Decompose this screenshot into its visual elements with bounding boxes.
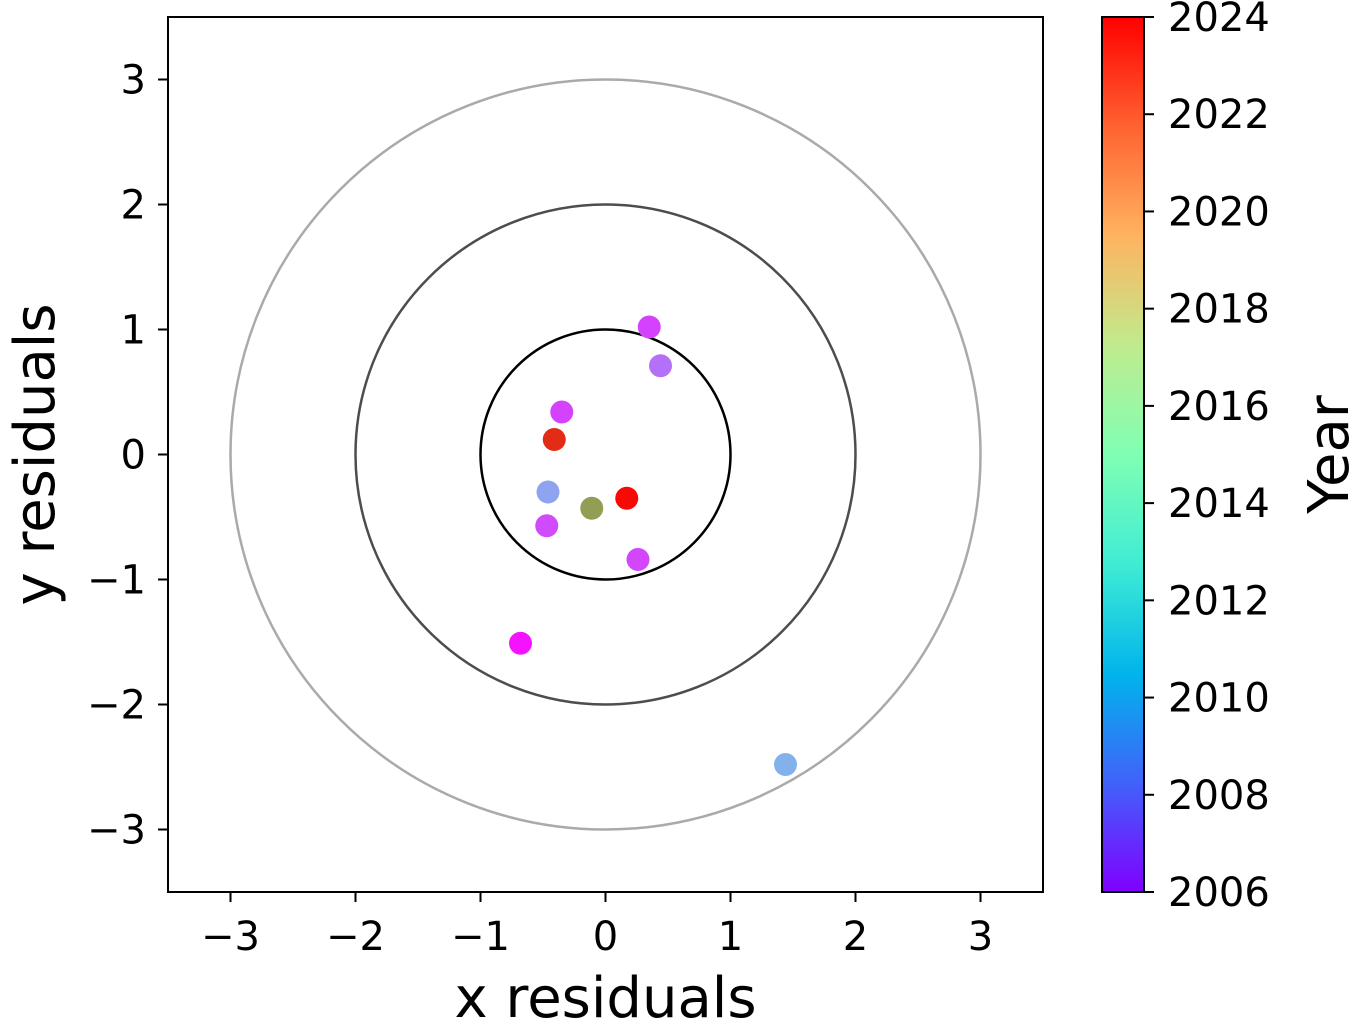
colorbar <box>1101 16 1145 893</box>
data-point-11 <box>774 753 797 776</box>
x-tick-label: 3 <box>968 914 993 960</box>
data-point-1 <box>637 315 661 339</box>
colorbar-tick-label: 2014 <box>1168 481 1270 527</box>
colorbar-ticks: 2006 2008 2010 2012 2014 2016 2018 2020 2022 2024 <box>1144 0 1270 916</box>
x-tick-label: 1 <box>718 914 743 960</box>
y-axis-label: y residuals <box>3 303 68 605</box>
colorbar-tick-label: 2024 <box>1168 0 1270 41</box>
y-tick-label: −1 <box>87 558 146 604</box>
data-point-5 <box>536 480 560 504</box>
x-tick-label: −1 <box>451 914 510 960</box>
circle-r3 <box>229 78 982 831</box>
reference-circles <box>229 78 982 831</box>
data-point-3 <box>550 400 574 424</box>
colorbar-tick-label: 2008 <box>1168 773 1270 819</box>
colorbar-tick-label: 2006 <box>1168 870 1270 916</box>
y-axis-ticks: −3 −2 −1 0 1 2 3 <box>87 58 168 854</box>
y-tick-label: 1 <box>121 308 146 354</box>
x-axis-label: x residuals <box>454 966 756 1024</box>
data-point-9 <box>626 548 650 571</box>
data-point-4 <box>542 428 566 451</box>
data-point-7 <box>615 486 639 510</box>
x-axis-ticks: −3 −2 −1 0 1 2 3 <box>201 892 993 960</box>
colorbar-tick-label: 2020 <box>1168 189 1270 235</box>
x-tick-label: −2 <box>326 914 385 960</box>
colorbar-tick-label: 2022 <box>1168 92 1270 138</box>
y-tick-label: 2 <box>121 183 146 229</box>
y-tick-label: 3 <box>121 58 146 104</box>
colorbar-tick-label: 2016 <box>1168 384 1270 430</box>
data-points <box>509 315 797 776</box>
circle-r1 <box>479 328 732 581</box>
data-point-6 <box>580 496 604 520</box>
x-tick-label: 2 <box>843 914 868 960</box>
x-tick-label: 0 <box>593 914 618 960</box>
colorbar-label: Year <box>1297 394 1350 515</box>
data-point-10 <box>509 631 532 655</box>
y-tick-label: −3 <box>87 808 146 854</box>
colorbar-tick-label: 2018 <box>1168 287 1270 333</box>
x-tick-label: −3 <box>201 914 260 960</box>
data-point-2 <box>649 354 672 378</box>
y-tick-label: −2 <box>87 683 146 729</box>
plot-frame <box>167 16 1044 893</box>
colorbar-tick-label: 2010 <box>1168 676 1270 722</box>
colorbar-tick-label: 2012 <box>1168 578 1270 624</box>
circle-r2 <box>354 203 857 706</box>
data-point-8 <box>535 514 559 538</box>
y-tick-label: 0 <box>121 433 146 479</box>
